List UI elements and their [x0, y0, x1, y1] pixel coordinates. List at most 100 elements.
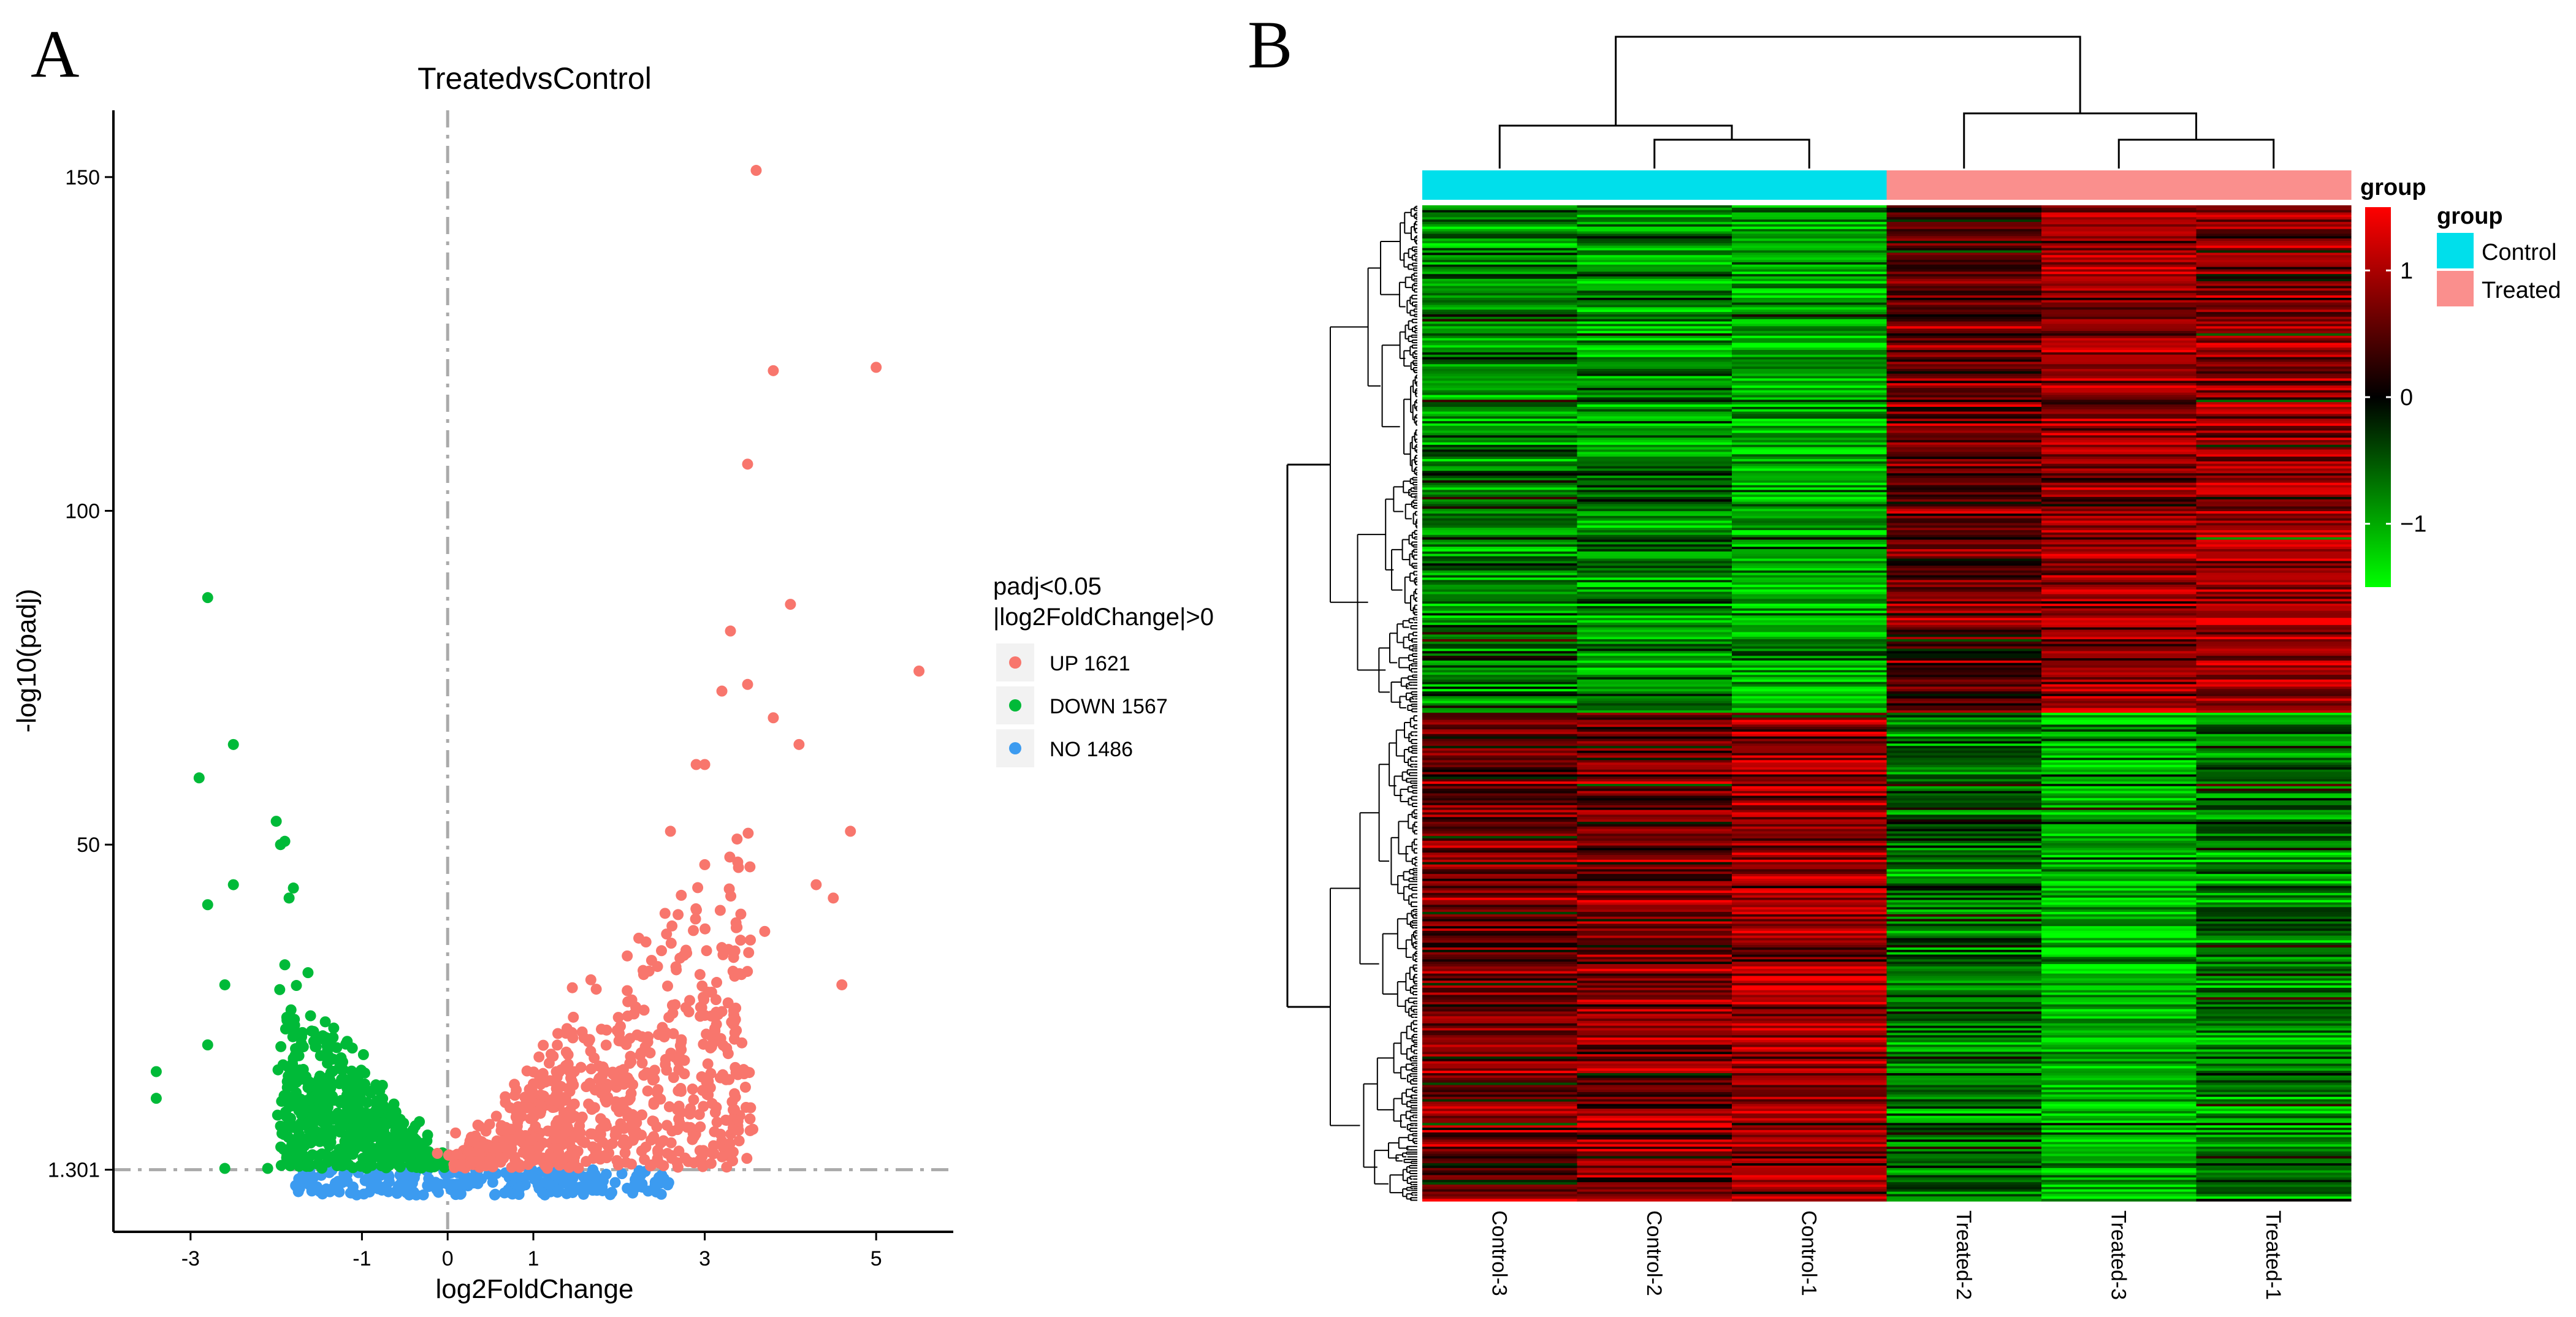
heatmap-cell — [2041, 501, 2197, 505]
heatmap-cell — [1577, 983, 1732, 986]
heatmap-cell — [1732, 457, 1888, 460]
heatmap-cell — [1886, 817, 2042, 820]
heatmap-cell — [1732, 667, 1888, 670]
heatmap-cell — [2196, 477, 2352, 481]
heatmap-cell — [1886, 567, 2042, 571]
heatmap-cell — [1886, 534, 2042, 538]
heatmap-cell — [1886, 719, 2042, 723]
heatmap-cell — [1732, 395, 1888, 398]
heatmap-cell — [2196, 672, 2352, 675]
heatmap-cell — [1422, 895, 1578, 898]
volcano-point-up — [552, 1028, 563, 1039]
heatmap-cell — [1732, 604, 1888, 607]
heatmap-cell — [1732, 476, 1888, 479]
heatmap-cell — [2196, 224, 2352, 227]
heatmap-cell — [1577, 549, 1732, 552]
heatmap-cell — [1886, 667, 2042, 670]
dendro-root — [1615, 36, 2081, 126]
heatmap-cell — [1577, 959, 1732, 962]
heatmap-cell — [1577, 518, 1732, 522]
heatmap-cell — [1886, 324, 2042, 327]
volcano-point-down — [339, 1136, 351, 1147]
heatmap-cell — [2196, 534, 2352, 538]
heatmap-cell — [1577, 255, 1732, 258]
heatmap-cell — [2196, 675, 2352, 678]
volcano-point-up — [687, 1084, 698, 1095]
heatmap-cell — [1422, 712, 1578, 716]
heatmap-cell — [1886, 859, 2042, 863]
heatmap-cell — [1422, 938, 1578, 941]
volcano-point-down — [303, 1076, 315, 1088]
heatmap-cell — [1422, 468, 1578, 471]
volcano-point-up — [553, 1147, 565, 1158]
volcano-point-down — [297, 1027, 308, 1038]
heatmap-cell — [1732, 810, 1888, 813]
heatmap-cell — [2041, 881, 2197, 884]
heatmap-cell — [1422, 283, 1578, 287]
heatmap-cell — [1732, 945, 1888, 948]
heatmap-cell — [1732, 537, 1888, 541]
heatmap-cell — [2196, 928, 2352, 932]
heatmap-cell — [1577, 976, 1732, 979]
volcano-point-down — [346, 1065, 357, 1077]
heatmap-cell — [2196, 271, 2352, 275]
heatmap-cell — [2196, 911, 2352, 915]
heatmap-cell — [1886, 547, 2042, 550]
heatmap-cell — [2041, 250, 2197, 253]
heatmap-cell — [2196, 501, 2352, 505]
volcano-point-down — [308, 1135, 319, 1147]
heatmap-cell — [2196, 520, 2352, 524]
heatmap-cell — [2041, 395, 2197, 398]
heatmap-cell — [1422, 243, 1578, 246]
heatmap-cell — [1422, 878, 1578, 882]
volcano-point-down — [272, 1109, 283, 1121]
heatmap-cell — [1732, 900, 1888, 903]
heatmap-cell — [1577, 428, 1732, 431]
heatmap-cell — [2196, 890, 2352, 894]
heatmap-cell — [1732, 400, 1888, 403]
volcano-point-down — [398, 1117, 410, 1129]
volcano-point-up — [714, 1072, 726, 1084]
heatmap-cell — [1732, 724, 1888, 727]
heatmap-cell — [1886, 381, 2042, 384]
volcano-point-up — [622, 1010, 633, 1022]
volcano-point-up — [687, 1134, 698, 1145]
volcano-point-up — [736, 1037, 748, 1049]
heatmap-cell — [1732, 954, 1888, 958]
heatmap-cell — [1886, 214, 2042, 218]
heatmap-cell — [1577, 312, 1732, 315]
heatmap-cell — [1577, 461, 1732, 465]
heatmap-cell — [2041, 741, 2197, 744]
heatmap-cell — [1732, 862, 1888, 865]
heatmap-cell — [1422, 509, 1578, 512]
heatmap-cell — [1422, 613, 1578, 616]
heatmap-cell — [2041, 404, 2197, 408]
heatmap-cell — [1422, 471, 1578, 474]
heatmap-cell — [2041, 594, 2197, 597]
heatmap-cell — [1886, 902, 2042, 905]
heatmap-cell — [2041, 781, 2197, 784]
heatmap-cell — [2041, 383, 2197, 386]
heatmap-cell — [1732, 295, 1888, 298]
volcano-point-up — [639, 1041, 651, 1053]
heatmap-cell — [2041, 648, 2197, 651]
heatmap-cell — [1422, 366, 1578, 370]
heatmap-cell — [1886, 496, 2042, 500]
heatmap-cell — [2196, 971, 2352, 974]
heatmap-cell — [1886, 269, 2042, 272]
heatmap-cell — [1886, 231, 2042, 235]
heatmap-cell — [1886, 416, 2042, 419]
heatmap-cell — [2041, 473, 2197, 476]
heatmap-cell — [1732, 385, 1888, 389]
heatmap-cell — [1422, 425, 1578, 429]
heatmap-cell — [2196, 288, 2352, 291]
volcano-point-no — [423, 1181, 435, 1193]
heatmap-cell — [1732, 423, 1888, 427]
volcano-point-down — [283, 1070, 294, 1082]
group-bar-segment — [1886, 170, 2042, 200]
heatmap-cell — [1422, 276, 1578, 279]
heatmap-cell — [1577, 589, 1732, 593]
heatmap-cell — [2196, 589, 2352, 593]
volcano-point-down — [391, 1140, 402, 1152]
heatmap-cell — [1732, 305, 1888, 308]
